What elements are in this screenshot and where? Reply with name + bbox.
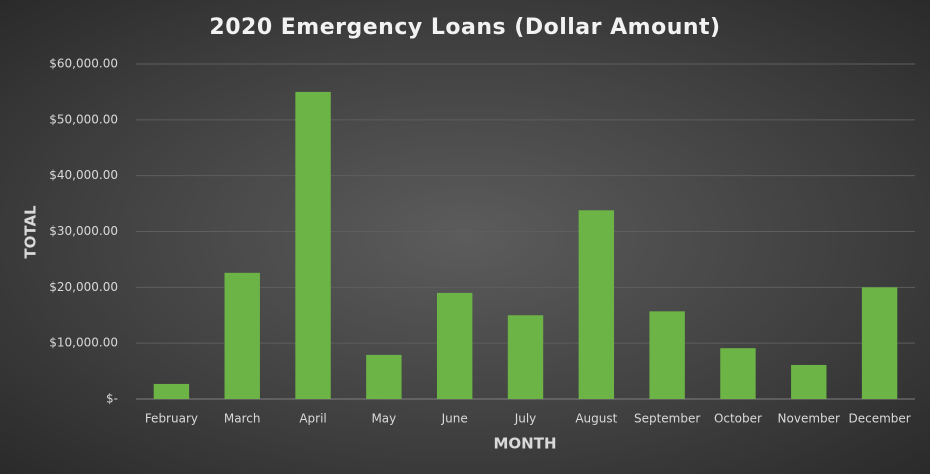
x-tick-label: May: [371, 412, 396, 426]
y-tick-label: $20,000.00: [49, 280, 118, 294]
bar: [295, 91, 331, 400]
bar: [649, 311, 685, 399]
bar: [507, 315, 544, 399]
x-tick-label: December: [848, 412, 910, 426]
x-tick-label: February: [145, 412, 198, 426]
x-tick-label: July: [514, 412, 537, 426]
bar: [153, 383, 190, 399]
bar: [720, 348, 756, 399]
y-tick-label: $30,000.00: [49, 224, 118, 238]
y-axis-title: TOTAL: [22, 205, 40, 259]
y-tick-label: $50,000.00: [49, 112, 118, 126]
x-tick-label: October: [714, 412, 762, 426]
x-tick-label: March: [224, 412, 261, 426]
x-tick-label: August: [575, 412, 617, 426]
bar: [791, 364, 827, 399]
y-tick-label: $-: [106, 392, 118, 406]
bar: [861, 287, 898, 399]
x-tick-label: September: [634, 412, 700, 426]
x-tick-label: June: [441, 412, 468, 426]
y-tick-label: $10,000.00: [49, 336, 118, 350]
bar: [366, 354, 402, 399]
y-tick-label: $40,000.00: [49, 168, 118, 182]
x-tick-label: April: [299, 412, 326, 426]
x-axis-title: MONTH: [493, 435, 556, 453]
chart-title: 2020 Emergency Loans (Dollar Amount): [209, 15, 720, 40]
bar: [578, 210, 615, 399]
y-tick-label: $60,000.00: [49, 57, 118, 71]
bar: [224, 272, 260, 399]
x-tick-label: November: [778, 412, 840, 426]
bar: [436, 292, 473, 399]
